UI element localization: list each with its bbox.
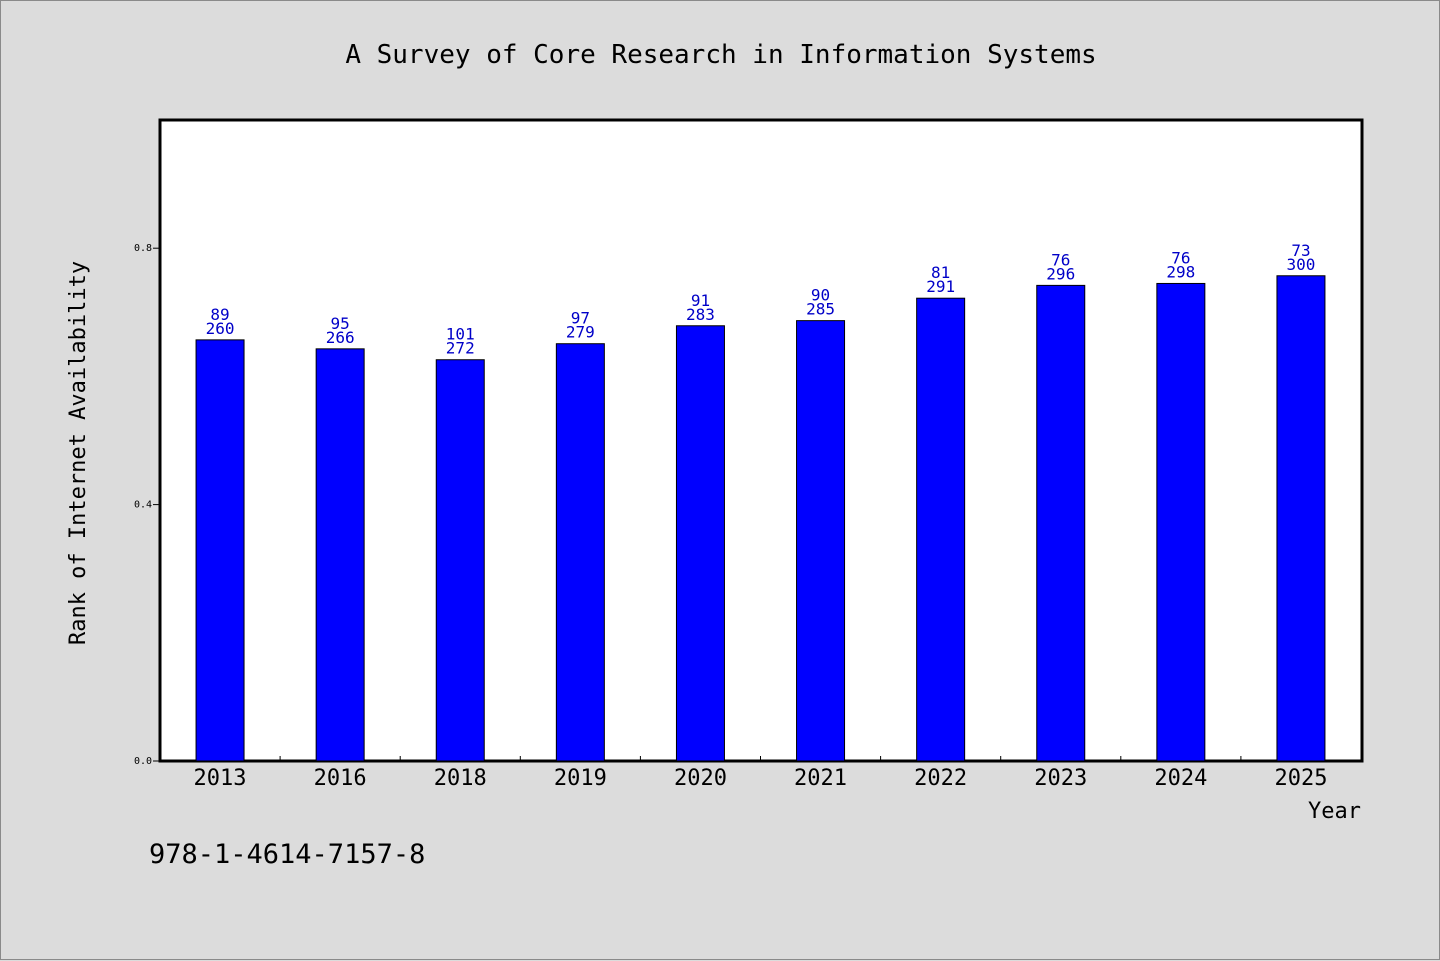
x-axis: 2013 2016 2018 2019 2020 2021 2022 2023 2024 2025: [194, 756, 1327, 791]
x-tick-label: 2021: [794, 766, 847, 791]
x-tick-label: 2025: [1274, 766, 1327, 791]
data-label-top: 73: [1291, 241, 1310, 260]
x-axis-label: Year: [1308, 799, 1361, 824]
y-axis: 0.0 0.4 0.8: [134, 243, 160, 767]
data-label-bottom: 296: [1046, 264, 1075, 283]
bar: [555, 343, 605, 762]
bar: [1036, 284, 1086, 762]
data-label-top: 81: [931, 263, 950, 282]
data-label-bottom: 279: [566, 323, 595, 342]
x-tick-label: 2022: [914, 766, 967, 791]
x-tick-label: 2018: [434, 766, 487, 791]
bar-series: [195, 275, 1326, 762]
bar: [315, 348, 365, 762]
isbn-text: 978-1-4614-7157-8: [149, 839, 425, 870]
bar: [796, 320, 846, 762]
data-label-top: 76: [1171, 248, 1190, 267]
data-label-bottom: 285: [806, 300, 835, 319]
bar: [916, 297, 966, 762]
data-label-bottom: 266: [326, 328, 355, 347]
data-label-top: 90: [811, 286, 830, 305]
bar: [435, 359, 485, 762]
data-label-bottom: 283: [686, 305, 715, 324]
data-label-bottom: 260: [206, 319, 235, 338]
y-tick-label: 0.8: [134, 243, 152, 254]
x-tick-label: 2020: [674, 766, 727, 791]
x-tick-label: 2016: [314, 766, 367, 791]
x-tick-label: 2024: [1154, 766, 1207, 791]
y-axis-label: Rank of Internet Availability: [66, 261, 91, 645]
x-tick-label: 2013: [194, 766, 247, 791]
data-label-bottom: 291: [926, 277, 955, 296]
bar: [1156, 282, 1206, 762]
data-label-top: 101: [446, 325, 475, 344]
chart-title: A Survey of Core Research in Information…: [345, 40, 1096, 70]
data-label-bottom: 298: [1166, 262, 1195, 281]
x-tick-label: 2023: [1034, 766, 1087, 791]
data-label-top: 91: [691, 291, 710, 310]
bar: [675, 325, 725, 762]
x-tick-label: 2019: [554, 766, 607, 791]
data-label-top: 89: [210, 305, 229, 324]
data-label-bottom: 272: [446, 339, 475, 358]
y-tick-label: 0.0: [134, 756, 152, 767]
data-label-top: 95: [331, 314, 350, 333]
y-tick-label: 0.4: [134, 500, 152, 511]
data-label-top: 97: [571, 309, 590, 328]
data-label-top: 76: [1051, 250, 1070, 269]
bar: [195, 339, 245, 762]
data-label-bottom: 300: [1286, 255, 1315, 274]
bar: [1276, 275, 1326, 762]
